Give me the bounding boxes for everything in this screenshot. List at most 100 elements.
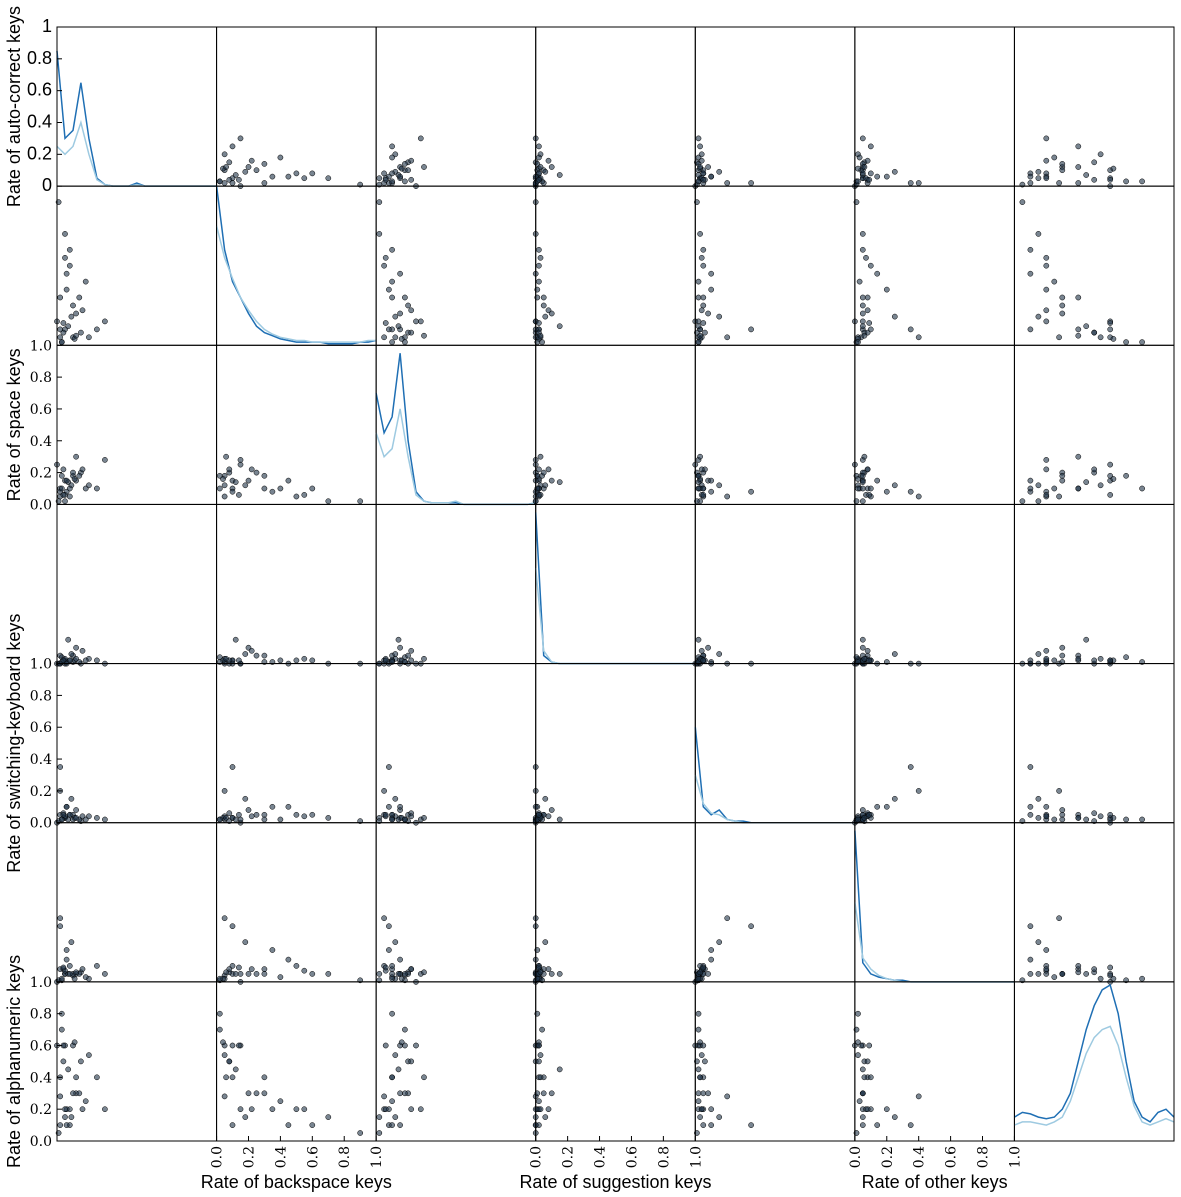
point	[389, 1098, 395, 1105]
point	[859, 807, 866, 813]
point	[221, 493, 228, 500]
point	[866, 811, 873, 818]
point	[1139, 485, 1145, 492]
y-axis-label: Rate of alphanumeric keys	[4, 955, 24, 1168]
point	[1123, 178, 1129, 185]
point	[700, 302, 707, 309]
point	[700, 492, 707, 498]
point	[1075, 294, 1082, 301]
panel	[692, 981, 856, 1142]
point	[556, 172, 563, 178]
point	[245, 971, 252, 977]
point	[245, 164, 252, 170]
point	[1043, 135, 1050, 142]
point	[915, 493, 922, 500]
point	[1027, 246, 1034, 253]
point	[57, 1122, 64, 1128]
point	[1107, 320, 1114, 326]
point	[309, 170, 316, 177]
point	[253, 811, 260, 818]
point	[63, 947, 70, 953]
point	[695, 1026, 702, 1033]
y-tick-label: 0.0	[30, 816, 52, 832]
y-tick-label: 0.2	[27, 143, 52, 163]
point	[216, 1026, 223, 1033]
point	[1097, 975, 1104, 982]
point	[856, 278, 863, 285]
point	[405, 652, 411, 659]
point	[867, 170, 874, 177]
panel-frame	[854, 185, 1015, 346]
panel	[1013, 503, 1175, 667]
point	[392, 939, 399, 945]
point	[1043, 966, 1050, 972]
point	[82, 974, 89, 980]
y-tick-label: 0	[42, 175, 52, 195]
point	[907, 1122, 914, 1128]
point	[866, 492, 873, 498]
point	[700, 320, 707, 326]
panel	[692, 344, 856, 505]
panel-frame	[1013, 185, 1175, 346]
point	[66, 262, 73, 269]
point	[856, 154, 863, 161]
point	[1043, 175, 1050, 182]
point	[408, 157, 415, 164]
panel	[375, 663, 537, 826]
point	[883, 488, 890, 495]
point	[695, 339, 702, 345]
point	[223, 815, 229, 821]
point	[859, 246, 866, 253]
point	[542, 313, 549, 320]
panel-frame	[1013, 822, 1175, 983]
point	[325, 175, 332, 182]
point	[859, 318, 866, 325]
point	[716, 651, 723, 657]
point	[724, 1093, 731, 1100]
point	[1043, 803, 1050, 810]
y-tick-label: 0.4	[27, 111, 52, 131]
panel-frame	[694, 503, 856, 665]
x-tick-label: 0.0	[210, 1146, 226, 1168]
point	[1107, 964, 1114, 971]
x-tick-label: 0.8	[337, 1146, 353, 1168]
point	[408, 966, 415, 972]
point	[57, 326, 64, 333]
point	[700, 170, 707, 177]
panel	[54, 185, 218, 346]
point	[325, 498, 332, 505]
point	[389, 816, 395, 823]
panel-frame	[854, 26, 1015, 187]
point	[226, 810, 233, 817]
point	[1043, 655, 1050, 662]
point	[1043, 813, 1050, 820]
point	[309, 1122, 316, 1128]
point	[1083, 971, 1090, 977]
panel-frame	[854, 981, 1015, 1142]
point	[94, 1074, 100, 1081]
point	[79, 1106, 86, 1113]
point	[542, 482, 549, 489]
point	[708, 947, 715, 953]
x-tick-label: 1.0	[369, 1146, 385, 1168]
point	[1027, 180, 1034, 186]
point	[216, 1010, 223, 1017]
point	[223, 453, 229, 460]
x-tick-label: 1.0	[688, 1146, 704, 1168]
point	[382, 811, 389, 818]
point	[1059, 167, 1066, 174]
point	[397, 173, 403, 180]
y-tick-label: 1.0	[30, 975, 52, 991]
point	[859, 1066, 866, 1073]
point	[277, 816, 284, 823]
point	[65, 323, 72, 330]
point	[392, 334, 399, 341]
point	[545, 157, 552, 164]
point	[1123, 472, 1129, 479]
point	[859, 1122, 866, 1128]
point	[698, 307, 705, 314]
point	[382, 657, 389, 664]
point	[293, 493, 300, 500]
point	[413, 1042, 419, 1049]
point	[389, 246, 395, 253]
